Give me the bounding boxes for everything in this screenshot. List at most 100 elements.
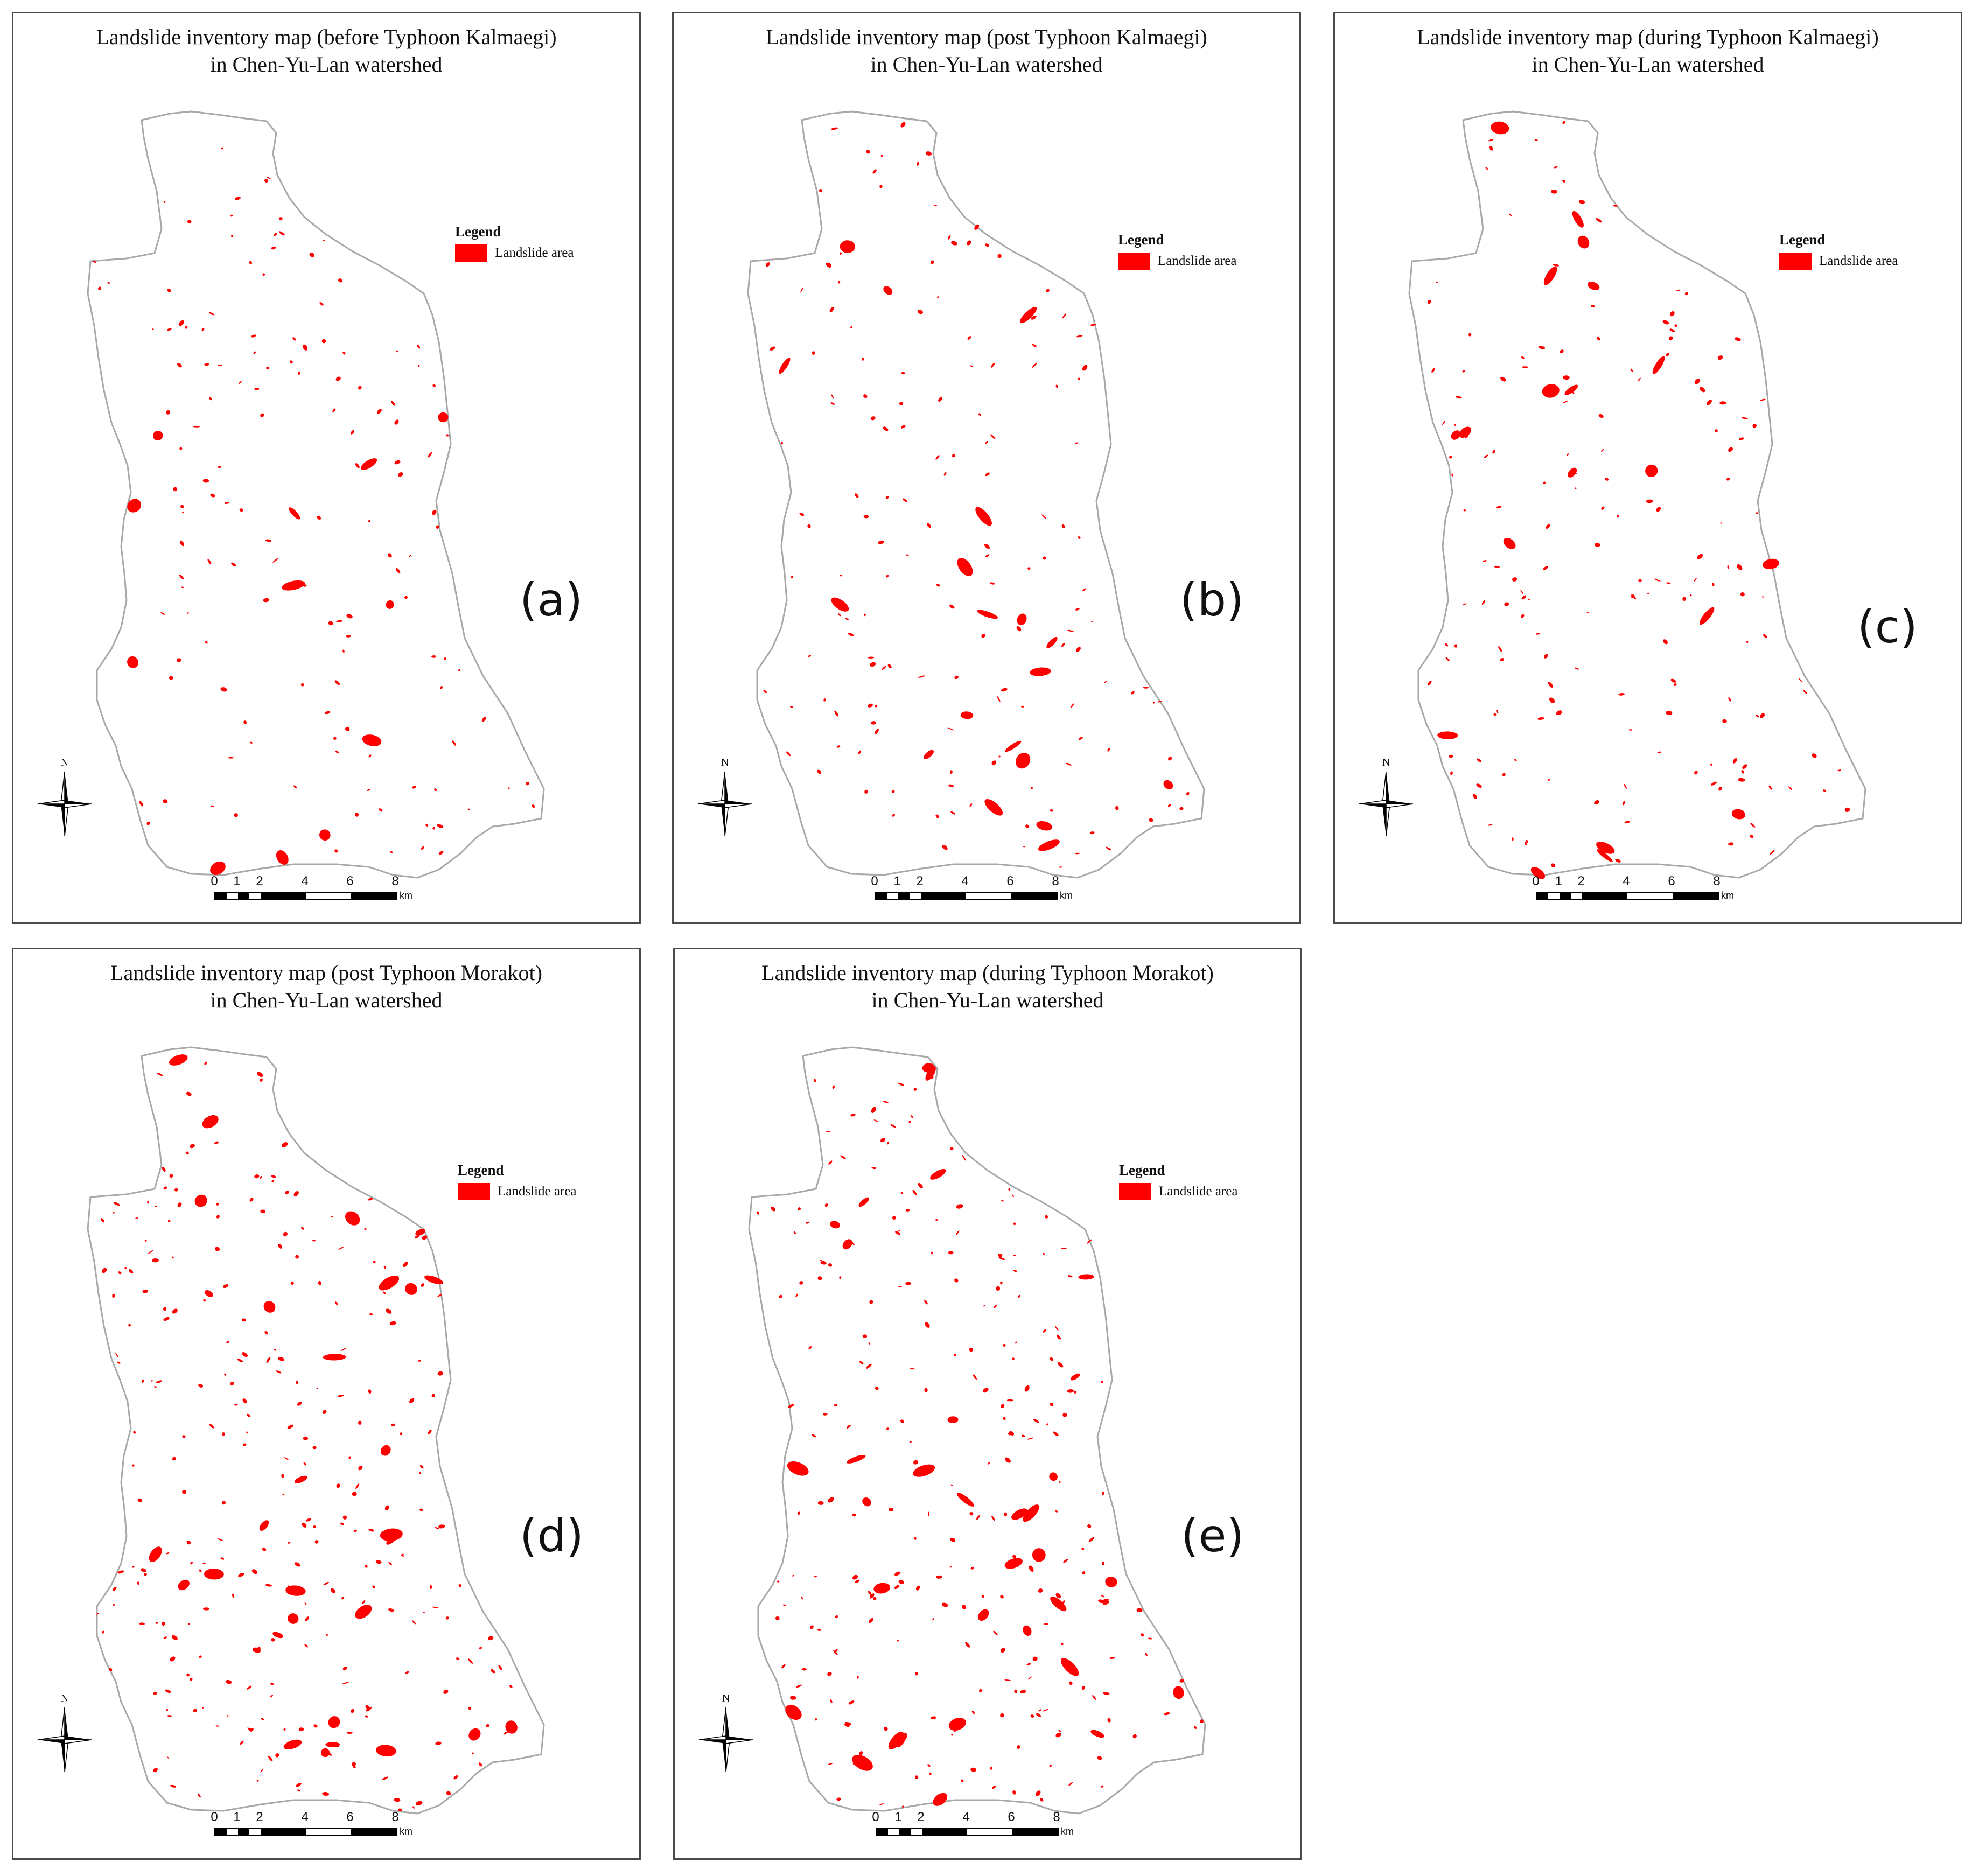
landslide-patch bbox=[1054, 1599, 1060, 1602]
scale-tick: 8 bbox=[391, 874, 399, 888]
landslide-patch bbox=[967, 240, 971, 246]
landslide-patch bbox=[201, 328, 205, 331]
landslide-patch bbox=[1030, 667, 1051, 676]
landslide-patch bbox=[1199, 1719, 1204, 1724]
landslide-patch bbox=[858, 1197, 869, 1207]
landslide-patch bbox=[888, 1731, 904, 1749]
landslide-patch bbox=[975, 507, 992, 526]
landslide-patch bbox=[956, 1204, 963, 1209]
landslide-patch bbox=[890, 1124, 896, 1128]
landslide-patch bbox=[338, 278, 342, 283]
landslide-patch bbox=[188, 1623, 190, 1625]
landslide-patch bbox=[202, 1706, 204, 1709]
north-arrow: N bbox=[35, 1692, 94, 1773]
landslide-patch bbox=[320, 1748, 330, 1758]
landslide-patch bbox=[1477, 758, 1481, 762]
landslide-patch bbox=[1710, 781, 1717, 786]
landslide-patch bbox=[270, 1695, 274, 1698]
landslide-patch bbox=[163, 201, 166, 203]
landslide-patch bbox=[1451, 430, 1460, 440]
landslide-patch bbox=[833, 1650, 838, 1655]
scale-bar: 0 1 2 4 6 8 km bbox=[211, 874, 430, 935]
landslide-patch bbox=[1068, 1782, 1073, 1786]
landslide-patch bbox=[1061, 1248, 1067, 1249]
map-panel-b: Landslide inventory map (post Typhoon Ka… bbox=[672, 12, 1301, 924]
landslide-patch bbox=[283, 1728, 286, 1731]
landslide-patch bbox=[438, 412, 449, 423]
landslide-patch bbox=[892, 1216, 896, 1220]
landslide-patch bbox=[241, 1318, 246, 1322]
landslide-patch bbox=[898, 1580, 904, 1584]
landslide-patch bbox=[260, 1078, 263, 1082]
landslide-patch bbox=[1741, 417, 1749, 419]
landslide-patch bbox=[127, 499, 142, 513]
landslide-patch bbox=[868, 1591, 872, 1595]
landslide-patch bbox=[278, 1357, 285, 1361]
landslide-patch bbox=[947, 235, 951, 240]
map-title-line1: Landslide inventory map (before Typhoon … bbox=[96, 25, 557, 49]
landslide-patch bbox=[1756, 512, 1758, 514]
landslide-patch bbox=[167, 1756, 170, 1759]
landslide-patch bbox=[883, 286, 893, 295]
scale-tick: 2 bbox=[917, 1810, 925, 1824]
landslide-patch bbox=[1013, 1270, 1017, 1272]
landslide-patch bbox=[429, 1585, 432, 1590]
landslide-patch bbox=[478, 1762, 482, 1767]
landslide-patch bbox=[799, 1281, 803, 1285]
landslide-patch bbox=[953, 1354, 956, 1356]
landslide-patch bbox=[1075, 442, 1079, 444]
landslide-patch bbox=[334, 1301, 339, 1306]
landslide-patch bbox=[1115, 806, 1119, 810]
landslide-patch bbox=[180, 541, 185, 547]
landslide-patch bbox=[326, 1634, 328, 1636]
landslide-patch bbox=[353, 1766, 356, 1768]
landslide-patch bbox=[885, 496, 889, 499]
landslide-patch bbox=[866, 150, 870, 154]
landslide-patch bbox=[1812, 753, 1817, 758]
landslide-patch bbox=[435, 1741, 442, 1745]
landslide-patch bbox=[1032, 362, 1037, 368]
landslide-patch bbox=[166, 1709, 169, 1711]
landslide-patch bbox=[238, 1572, 244, 1577]
landslide-patch bbox=[265, 539, 272, 542]
landslide-patch bbox=[417, 344, 421, 349]
landslide-patch bbox=[952, 453, 955, 458]
landslide-patch bbox=[998, 1254, 1003, 1257]
landslide-patch bbox=[1036, 1713, 1041, 1717]
landslide-patch bbox=[862, 1497, 871, 1507]
landslide-patch bbox=[1663, 639, 1668, 645]
landslide-patch bbox=[838, 281, 841, 284]
landslide-patch bbox=[942, 844, 948, 850]
landslide-patch bbox=[208, 312, 215, 316]
landslide-patch bbox=[322, 1791, 330, 1796]
landslide-patch bbox=[1070, 1373, 1080, 1381]
legend-item-label: Landslide area bbox=[1159, 1184, 1238, 1199]
landslide-patch bbox=[1674, 324, 1677, 327]
landslide-patch bbox=[1500, 657, 1505, 662]
landslide-patch bbox=[268, 1756, 273, 1762]
watershed-map bbox=[87, 1046, 545, 1815]
landslide-patch bbox=[1756, 715, 1759, 718]
landslide-patch bbox=[1091, 621, 1093, 622]
landslide-patch bbox=[1043, 1329, 1046, 1333]
legend-item-label: Landslide area bbox=[1819, 254, 1898, 268]
landslide-patch bbox=[409, 554, 411, 558]
landslide-patch bbox=[1000, 1595, 1004, 1599]
landslide-patch bbox=[1017, 1294, 1020, 1298]
landslide-patch bbox=[1153, 702, 1155, 704]
landslide-patch bbox=[177, 658, 181, 662]
landslide-patch bbox=[1481, 600, 1485, 605]
landslide-patch bbox=[1179, 1679, 1185, 1683]
landslide-patch bbox=[353, 1529, 357, 1532]
landslide-patch bbox=[163, 1186, 167, 1190]
landslide-patch bbox=[1067, 629, 1074, 632]
landslide-patch bbox=[1449, 456, 1452, 459]
landslide-patch bbox=[221, 147, 224, 150]
landslide-patch bbox=[155, 1622, 159, 1624]
landslide-patch bbox=[1669, 311, 1675, 317]
landslide-patch bbox=[186, 1541, 191, 1544]
landslide-patch bbox=[948, 784, 954, 787]
landslide-patch bbox=[850, 1114, 856, 1117]
landslide-patch bbox=[1492, 450, 1495, 454]
landslide-patch bbox=[508, 787, 510, 789]
